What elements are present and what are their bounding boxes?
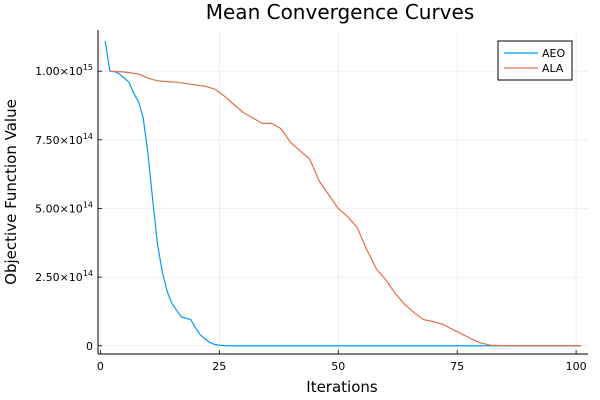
y-tick-mantissa: 1.00×10 [35,65,83,78]
series-line-ala [109,70,581,347]
y-tick-mantissa: 2.50×10 [35,271,83,284]
y-tick-mantissa: 5.00×10 [35,202,83,215]
y-tick-exponent: 14 [83,200,93,209]
y-tick-label: 1.00×1015 [35,63,93,78]
y-tick-exponent: 14 [83,132,93,141]
x-tick-labels: 0 25 50 75 100 [97,350,587,373]
legend-box [497,40,573,81]
x-tick-label: 50 [331,360,345,373]
x-tick-label: 100 [566,360,587,373]
legend: AEO ALA [497,40,573,81]
y-tick-label: 5.00×1014 [35,200,93,215]
y-tick-exponent: 15 [83,63,93,72]
legend-label-ala: ALA [542,62,564,75]
y-tick-mantissa: 7.50×10 [35,134,83,147]
series-lines [104,40,581,347]
legend-label-aeo: AEO [542,47,565,60]
y-tick-mantissa: 0 [86,340,93,353]
y-tick-label: 7.50×1014 [35,132,93,147]
y-tick-exponent: 14 [83,269,93,278]
x-axis-label: Iterations [306,378,378,396]
series-line-aeo [104,40,581,347]
y-axis-label: Objective Function Value [2,99,20,285]
chart-title: Mean Convergence Curves [206,0,475,24]
x-tick-label: 75 [450,360,464,373]
y-tick-label: 2.50×1014 [35,269,93,284]
x-tick-label: 25 [212,360,226,373]
y-tick-label: 0 [86,340,93,353]
x-tick-label: 0 [97,360,104,373]
